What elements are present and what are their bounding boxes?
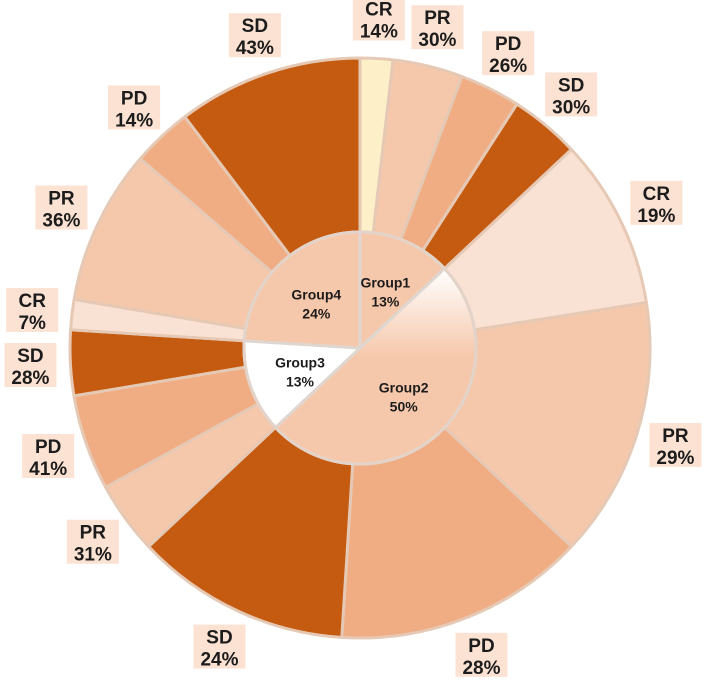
label-background [193, 624, 246, 669]
slice-category-label: PD [121, 88, 147, 109]
slice-percent-label: 14% [115, 110, 153, 131]
inner-label-group2: Group2 50% [379, 380, 429, 415]
outer-ring [68, 56, 652, 640]
label-background [545, 72, 598, 117]
slice-category-label: PR [662, 426, 689, 447]
inner-label-group4: Group4 24% [291, 286, 341, 321]
slice-percent-label: 28% [11, 368, 49, 389]
group-name-label: Group2 [379, 380, 429, 396]
slice-percent-label: 41% [29, 459, 67, 480]
label-background [411, 5, 464, 50]
slice-category-label: PD [35, 437, 61, 458]
group-percent-label: 13% [371, 293, 400, 309]
label-background [6, 287, 59, 332]
slice-category-label: PR [80, 523, 107, 544]
slice-category-label: CR [365, 0, 393, 21]
slice-category-label: PD [495, 34, 521, 55]
slice-percent-label: 31% [74, 545, 112, 566]
slice-percent-label: 24% [200, 650, 238, 671]
label-background [22, 433, 75, 478]
slice-category-label: PR [424, 8, 451, 29]
inner-label-group3: Group3 13% [275, 355, 325, 390]
label-background [66, 519, 119, 564]
label-group4-cr: CR7% [6, 287, 59, 334]
group-percent-label: 24% [302, 305, 331, 321]
label-background [352, 0, 405, 41]
group-percent-label: 13% [286, 374, 315, 390]
slice-percent-label: 14% [360, 22, 398, 43]
slice-category-label: PD [468, 636, 494, 657]
label-background [649, 423, 702, 468]
group-percent-label: 50% [390, 399, 419, 415]
label-background [455, 632, 508, 677]
group-name-label: Group3 [275, 355, 325, 371]
group-name-label: Group4 [291, 286, 341, 302]
inner-ring [242, 230, 478, 466]
slice-percent-label: 26% [489, 56, 527, 77]
slice-category-label: SD [558, 75, 584, 96]
slice-percent-label: 43% [236, 38, 274, 59]
label-background [108, 85, 161, 130]
slice-category-label: CR [643, 184, 671, 205]
slice-percent-label: 29% [656, 448, 694, 469]
label-background [482, 31, 535, 76]
label-background [228, 13, 281, 58]
label-background [4, 342, 57, 387]
inner-ring-edge [242, 230, 478, 466]
inner-labels: Group1 13% Group2 50% Group3 13% Group4 24% [275, 274, 429, 414]
slice-percent-label: 28% [462, 658, 500, 679]
slice-percent-label: 19% [637, 206, 675, 227]
slice-category-label: SD [242, 16, 268, 37]
slice-percent-label: 36% [42, 210, 80, 231]
slice-category-label: SD [206, 628, 232, 649]
group-name-label: Group1 [360, 274, 410, 290]
slice-percent-label: 30% [418, 30, 456, 51]
slice-category-label: PR [48, 188, 75, 209]
slice-percent-label: 7% [18, 313, 46, 334]
label-background [630, 180, 683, 225]
slice-percent-label: 30% [552, 97, 590, 118]
inner-label-group1: Group1 13% [360, 274, 410, 309]
slice-category-label: SD [17, 346, 43, 367]
slice-category-label: CR [18, 291, 46, 312]
label-background [35, 185, 88, 230]
